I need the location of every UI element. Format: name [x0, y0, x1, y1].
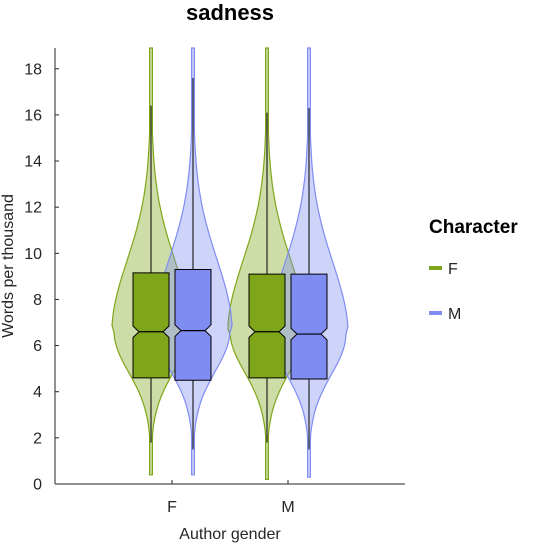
box-m-f — [174, 269, 212, 381]
y-tick-label: 0 — [33, 477, 42, 494]
x-axis-title: Author gender — [179, 526, 281, 543]
x-tick-label: M — [281, 499, 294, 516]
y-axis-title: Words per thousand — [0, 194, 17, 338]
y-tick-label: 18 — [24, 61, 42, 78]
y-tick-label: 4 — [33, 384, 42, 401]
chart-title: sadness — [186, 0, 274, 25]
legend-title: Character — [429, 217, 518, 238]
legend-label-f: F — [448, 261, 458, 278]
y-axis: 0 2 4 6 8 10 12 14 16 18 — [24, 48, 59, 494]
y-tick-label: 8 — [33, 292, 42, 309]
y-tick-label: 6 — [33, 338, 42, 355]
box-f-f — [132, 272, 170, 379]
y-tick-label: 2 — [33, 430, 42, 447]
box-m-m — [290, 273, 328, 380]
x-tick-label: F — [167, 499, 177, 516]
y-tick-label: 10 — [24, 246, 42, 263]
plot-area — [111, 47, 349, 480]
box-f-m — [248, 273, 286, 379]
y-tick-label: 16 — [24, 107, 42, 124]
y-tick-label: 14 — [24, 154, 42, 171]
y-tick-label: 12 — [24, 200, 42, 217]
legend: Character F M — [429, 217, 518, 323]
legend-label-m: M — [448, 306, 461, 323]
